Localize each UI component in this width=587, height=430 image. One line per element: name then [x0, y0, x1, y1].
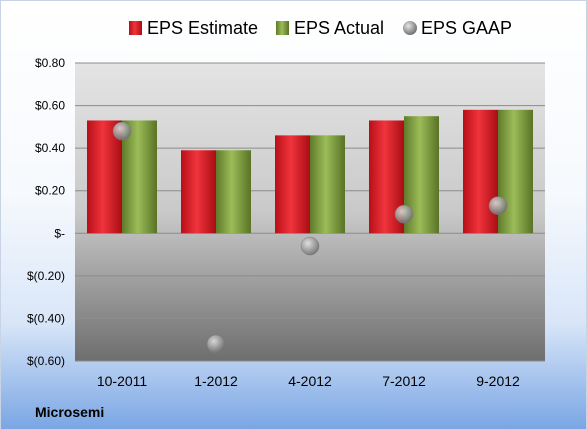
point-eps-gaap: [300, 236, 320, 256]
x-axis: 10-2011 1-2012 4-2012 7-2012 9-2012: [97, 373, 520, 389]
x-category-label: 10-2011: [97, 373, 148, 389]
y-tick-label: $0.60: [35, 99, 65, 113]
x-category-label: 1-2012: [194, 373, 238, 389]
x-category-label: 4-2012: [288, 373, 332, 389]
bar-eps-actual: [498, 109, 533, 234]
point-eps-gaap: [112, 121, 132, 141]
y-tick-label: $(0.40): [27, 311, 65, 325]
x-category-label: 7-2012: [382, 373, 426, 389]
legend-label: EPS Actual: [294, 18, 384, 38]
y-tick-label: $0.80: [35, 56, 65, 70]
x-category-label: 9-2012: [476, 373, 520, 389]
bar-eps-estimate: [463, 109, 498, 234]
legend: EPS Estimate EPS Actual EPS GAAP: [129, 18, 512, 38]
y-axis: $0.80 $0.60 $0.40 $0.20 $- $(0.20) $(0.40) $(0.…: [27, 56, 65, 368]
y-tick-label: $(0.20): [27, 269, 65, 283]
legend-label: EPS GAAP: [421, 18, 512, 38]
y-tick-label: $0.40: [35, 141, 65, 155]
point-eps-gaap: [394, 204, 414, 224]
bar-eps-actual: [310, 135, 345, 234]
y-tick-label: $(0.60): [27, 354, 65, 368]
company-label: Microsemi: [35, 404, 104, 420]
bar-eps-estimate: [181, 150, 216, 234]
legend-swatch-gaap: [403, 21, 417, 35]
y-tick-label: $-: [54, 226, 65, 240]
legend-label: EPS Estimate: [147, 18, 258, 38]
gaap-points: [112, 121, 508, 354]
point-eps-gaap: [206, 334, 226, 354]
bar-eps-actual: [216, 150, 251, 234]
legend-swatch-actual: [276, 21, 289, 35]
legend-swatch-estimate: [129, 21, 142, 35]
bar-eps-estimate: [275, 135, 310, 234]
bar-eps-actual: [122, 120, 157, 234]
point-eps-gaap: [488, 196, 508, 215]
y-tick-label: $0.20: [35, 184, 65, 198]
bar-eps-estimate: [87, 120, 122, 234]
